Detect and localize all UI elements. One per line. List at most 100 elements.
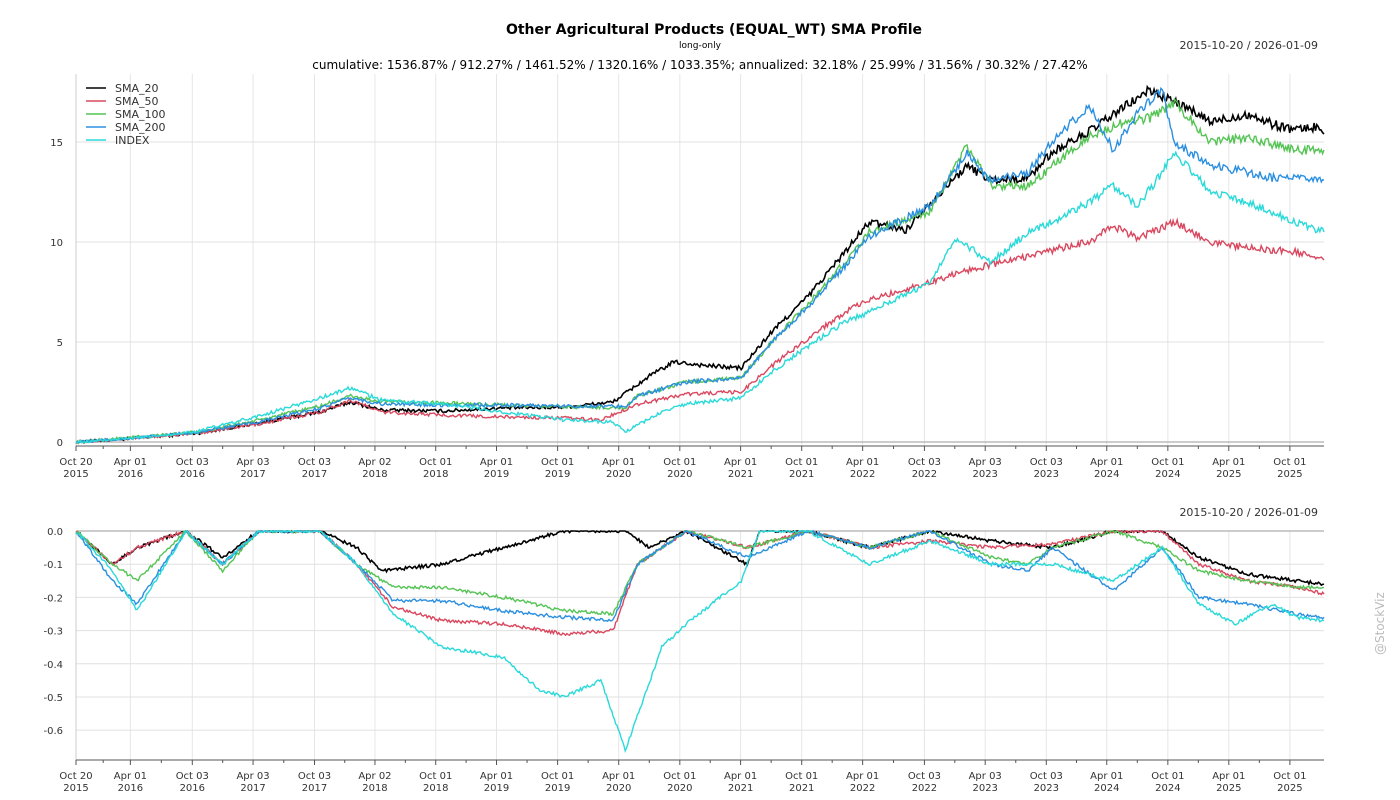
x-tick-year: 2024 bbox=[1094, 783, 1119, 794]
x-tick-label: Oct 03 bbox=[298, 771, 331, 782]
x-tick-label: Apr 01 bbox=[724, 771, 757, 782]
x-tick-year: 2019 bbox=[545, 469, 570, 480]
x-tick-label: Oct 03 bbox=[1030, 771, 1063, 782]
legend-label-index: INDEX bbox=[115, 134, 150, 147]
date-range-bottom: 2015-10-20 / 2026-01-09 bbox=[1179, 506, 1318, 519]
x-tick-year: 2017 bbox=[302, 469, 327, 480]
x-tick-year: 2019 bbox=[484, 783, 509, 794]
x-tick-year: 2016 bbox=[180, 783, 205, 794]
x-tick-year: 2020 bbox=[606, 469, 631, 480]
y-tick-label: 15 bbox=[50, 138, 63, 149]
x-tick-label: Apr 01 bbox=[1212, 771, 1245, 782]
x-tick-label: Apr 01 bbox=[114, 457, 147, 468]
series-line-sma-200 bbox=[75, 86, 1325, 444]
x-tick-year: 2019 bbox=[484, 469, 509, 480]
x-tick-label: Apr 01 bbox=[602, 771, 635, 782]
x-tick-year: 2024 bbox=[1094, 469, 1119, 480]
y-tick-label: 0.0 bbox=[47, 527, 63, 538]
x-tick-year: 2018 bbox=[423, 469, 448, 480]
x-tick-label: Apr 03 bbox=[969, 771, 1002, 782]
x-tick-year: 2020 bbox=[667, 469, 692, 480]
x-tick-year: 2019 bbox=[545, 783, 570, 794]
x-tick-year: 2020 bbox=[667, 783, 692, 794]
x-tick-year: 2017 bbox=[240, 469, 265, 480]
x-tick-label: Oct 01 bbox=[663, 457, 696, 468]
x-tick-year: 2016 bbox=[118, 469, 143, 480]
x-tick-year: 2022 bbox=[850, 469, 875, 480]
x-tick-label: Oct 01 bbox=[1151, 771, 1184, 782]
chart-title: Other Agricultural Products (EQUAL_WT) S… bbox=[506, 22, 922, 38]
x-tick-year: 2017 bbox=[240, 783, 265, 794]
x-tick-label: Apr 03 bbox=[236, 771, 269, 782]
series-line-sma-200 bbox=[75, 529, 1325, 623]
x-tick-label: Oct 03 bbox=[908, 771, 941, 782]
x-tick-label: Oct 01 bbox=[1151, 457, 1184, 468]
date-range-top: 2015-10-20 / 2026-01-09 bbox=[1179, 39, 1318, 52]
x-tick-year: 2025 bbox=[1277, 783, 1302, 794]
x-tick-label: Oct 20 bbox=[59, 771, 92, 782]
x-tick-label: Oct 01 bbox=[1273, 457, 1306, 468]
x-tick-label: Oct 01 bbox=[541, 457, 574, 468]
x-tick-label: Oct 01 bbox=[663, 771, 696, 782]
x-tick-year: 2023 bbox=[972, 783, 997, 794]
x-tick-year: 2021 bbox=[728, 783, 753, 794]
x-tick-year: 2021 bbox=[789, 469, 814, 480]
x-tick-label: Oct 01 bbox=[785, 457, 818, 468]
legend-label-sma-100: SMA_100 bbox=[115, 108, 166, 121]
x-tick-year: 2025 bbox=[1216, 783, 1241, 794]
x-tick-label: Apr 01 bbox=[1090, 771, 1123, 782]
y-tick-label: -0.6 bbox=[43, 726, 63, 737]
series-line-index bbox=[75, 529, 1325, 754]
x-tick-year: 2023 bbox=[1034, 469, 1059, 480]
x-tick-label: Oct 03 bbox=[1030, 457, 1063, 468]
y-tick-label: -0.4 bbox=[43, 660, 63, 671]
x-tick-label: Oct 01 bbox=[541, 771, 574, 782]
x-tick-label: Apr 03 bbox=[236, 457, 269, 468]
legend-label-sma-20: SMA_20 bbox=[115, 82, 159, 95]
x-tick-label: Apr 01 bbox=[846, 771, 879, 782]
x-tick-year: 2016 bbox=[180, 469, 205, 480]
x-tick-year: 2018 bbox=[362, 783, 387, 794]
performance-stats: cumulative: 1536.87% / 912.27% / 1461.52… bbox=[312, 58, 1087, 72]
x-tick-year: 2015 bbox=[63, 783, 88, 794]
series-line-sma-100 bbox=[75, 97, 1325, 445]
x-tick-label: Oct 03 bbox=[176, 771, 209, 782]
legend-label-sma-200: SMA_200 bbox=[115, 121, 166, 134]
x-tick-label: Apr 01 bbox=[1090, 457, 1123, 468]
chart-subtitle: long-only bbox=[679, 41, 722, 51]
x-tick-year: 2018 bbox=[362, 469, 387, 480]
x-tick-year: 2024 bbox=[1155, 783, 1180, 794]
x-tick-year: 2024 bbox=[1155, 469, 1180, 480]
x-tick-year: 2015 bbox=[63, 469, 88, 480]
x-tick-label: Apr 01 bbox=[602, 457, 635, 468]
x-tick-label: Oct 20 bbox=[59, 457, 92, 468]
series-line-sma-50 bbox=[75, 530, 1325, 637]
x-tick-year: 2022 bbox=[912, 783, 937, 794]
y-tick-label: -0.1 bbox=[43, 560, 63, 571]
x-tick-label: Apr 01 bbox=[114, 771, 147, 782]
series-line-sma-20 bbox=[75, 84, 1325, 445]
x-tick-label: Oct 03 bbox=[298, 457, 331, 468]
x-tick-label: Oct 01 bbox=[419, 457, 452, 468]
legend-label-sma-50: SMA_50 bbox=[115, 95, 159, 108]
x-tick-year: 2021 bbox=[728, 469, 753, 480]
series-line-sma-100 bbox=[75, 529, 1325, 617]
y-tick-label: -0.5 bbox=[43, 693, 63, 704]
watermark: @StockViz bbox=[1373, 592, 1387, 655]
x-tick-label: Apr 02 bbox=[358, 457, 391, 468]
x-tick-label: Apr 03 bbox=[969, 457, 1002, 468]
x-tick-label: Oct 01 bbox=[785, 771, 818, 782]
x-tick-label: Apr 01 bbox=[846, 457, 879, 468]
y-tick-label: 10 bbox=[50, 238, 63, 249]
x-tick-year: 2017 bbox=[302, 783, 327, 794]
x-tick-label: Apr 01 bbox=[480, 457, 513, 468]
x-tick-label: Apr 01 bbox=[480, 771, 513, 782]
series-line-index bbox=[75, 150, 1325, 444]
y-tick-label: 5 bbox=[57, 338, 63, 349]
x-tick-label: Oct 01 bbox=[419, 771, 452, 782]
x-tick-year: 2018 bbox=[423, 783, 448, 794]
